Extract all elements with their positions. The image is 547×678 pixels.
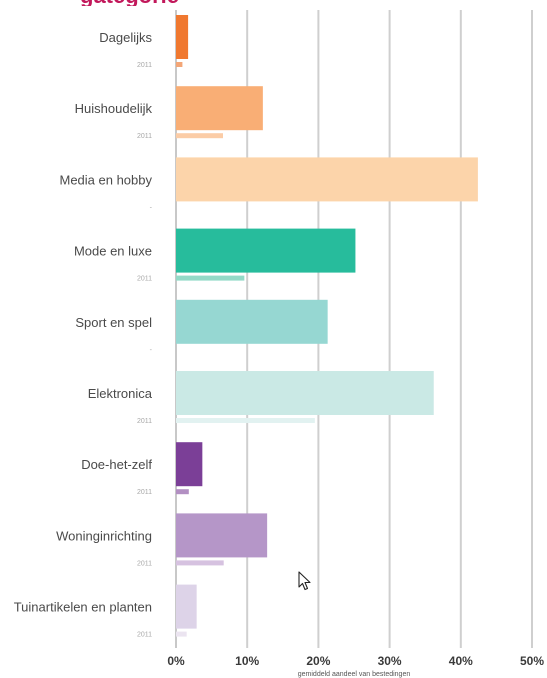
bar-2011: [176, 275, 245, 281]
mouse-pointer-icon: [298, 571, 311, 591]
x-axis-label: gemiddeld aandeel van bestedingen: [298, 671, 411, 678]
x-tick-label: 50%: [520, 654, 544, 668]
category-label: Doe-het-zelf: [81, 457, 152, 472]
category-label: Dagelijks: [99, 30, 152, 45]
bar-2011: [176, 631, 187, 637]
bar-2011: [176, 133, 223, 139]
comparison-year-label: 2011: [137, 276, 152, 283]
bar-current: [176, 513, 268, 558]
x-tick-label: 10%: [235, 654, 259, 668]
x-tick-label: 40%: [449, 654, 473, 668]
x-tick-label: 30%: [378, 654, 402, 668]
x-tick-label: 0%: [167, 654, 185, 668]
comparison-year-label: 2011: [137, 560, 152, 567]
category-label: Tuinartikelen en planten: [14, 600, 152, 615]
comparison-year-label: 2011: [137, 62, 152, 69]
category-label: Huishoudelijk: [75, 101, 153, 116]
bar-current: [176, 299, 328, 344]
bar-2011: [176, 489, 189, 495]
category-label: Media en hobby: [59, 172, 152, 187]
category-labels: Dagelijks 2011 Huishoudelijk 2011 Media en h…: [14, 30, 153, 639]
category-label: Sport en spel: [75, 315, 152, 330]
bar-current: [176, 584, 197, 629]
category-label: Woninginrichting: [56, 528, 152, 543]
x-tick-label: 20%: [306, 654, 330, 668]
bar-current: [176, 442, 203, 487]
bar-current: [176, 228, 356, 273]
bar-current: [176, 15, 189, 59]
chart-title-fragment: gategorie: [80, 0, 220, 6]
bar-current: [176, 86, 263, 131]
x-axis-ticks: 0% 10% 20% 30% 40% 50%: [167, 654, 544, 668]
bar-current: [176, 157, 478, 202]
category-label: Elektronica: [88, 386, 153, 401]
comparison-year-label: -: [150, 347, 153, 354]
comparison-year-label: 2011: [137, 133, 152, 140]
comparison-year-label: 2011: [137, 632, 152, 639]
category-label: Mode en luxe: [74, 244, 152, 259]
comparison-year-label: 2011: [137, 489, 152, 496]
bar-2011: [176, 62, 183, 67]
bar-2011: [176, 560, 224, 566]
comparison-year-label: -: [150, 204, 153, 211]
bar-2011: [176, 418, 315, 423]
bar-current: [176, 371, 434, 415]
comparison-year-label: 2011: [137, 418, 152, 425]
bars: [176, 15, 478, 637]
